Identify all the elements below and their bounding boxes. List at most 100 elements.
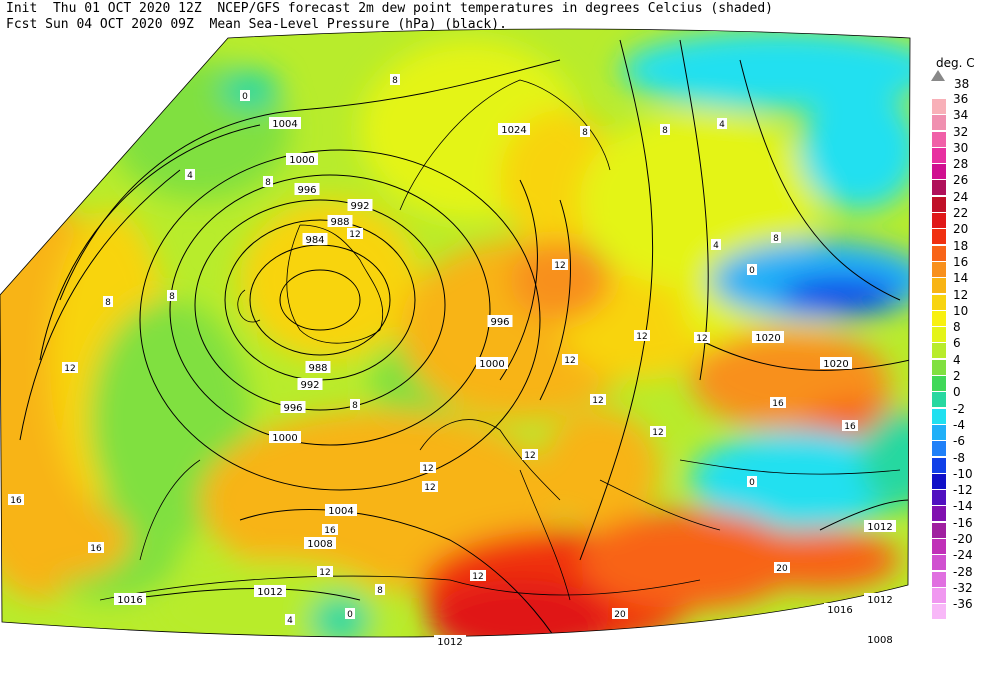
svg-text:996: 996 <box>283 403 302 414</box>
svg-text:0: 0 <box>347 610 353 620</box>
svg-text:1016: 1016 <box>827 605 852 616</box>
dewpoint-label: 16 <box>322 524 338 536</box>
legend-unit: deg. C <box>936 56 975 70</box>
svg-text:12: 12 <box>319 568 330 578</box>
dewpoint-label: 12 <box>590 394 606 406</box>
isobar-label: 1024 <box>498 123 530 136</box>
legend-item: -10 <box>930 467 1000 489</box>
svg-text:996: 996 <box>490 317 509 328</box>
legend-item: -8 <box>930 451 1000 473</box>
dewpoint-label: 12 <box>317 566 333 578</box>
svg-text:1004: 1004 <box>272 119 297 130</box>
legend-swatch <box>932 506 946 522</box>
svg-text:16: 16 <box>324 526 336 536</box>
svg-text:8: 8 <box>169 292 175 302</box>
dewpoint-label: 8 <box>390 74 400 86</box>
legend-label: -4 <box>953 417 965 432</box>
legend-label: -36 <box>953 597 973 612</box>
legend-item: 14 <box>930 271 1000 294</box>
isobar-label: 1012 <box>434 635 466 648</box>
dewpoint-label: 8 <box>771 232 781 244</box>
svg-text:988: 988 <box>330 217 349 228</box>
legend-overflow-arrow-icon <box>931 70 945 81</box>
svg-text:1020: 1020 <box>755 333 780 344</box>
dewpoint-label: 0 <box>747 264 757 276</box>
legend-swatch <box>932 490 946 506</box>
isobar-label: 992 <box>347 199 373 212</box>
legend-item: 26 <box>930 173 1000 196</box>
svg-text:1012: 1012 <box>257 587 282 598</box>
legend-item: -16 <box>930 516 1000 538</box>
legend-swatch <box>932 587 946 603</box>
legend-label: 28 <box>953 157 969 172</box>
legend-swatch <box>932 278 946 294</box>
legend-item: -28 <box>930 565 1000 587</box>
isobar-label: 1008 <box>864 633 896 646</box>
isobars <box>19 39 910 638</box>
isobar-label: 1020 <box>752 331 784 344</box>
legend-label: -6 <box>953 434 965 449</box>
legend-label: -24 <box>953 548 973 563</box>
isobar-label: 996 <box>487 315 513 328</box>
legend-swatch <box>932 99 946 114</box>
isobar-label: 1000 <box>476 357 508 370</box>
svg-text:8: 8 <box>265 178 271 188</box>
legend-swatch <box>932 115 946 131</box>
svg-text:12: 12 <box>349 230 360 240</box>
svg-text:8: 8 <box>392 76 398 86</box>
legend-swatch <box>932 392 946 408</box>
legend-swatch <box>932 196 946 212</box>
isobar-label: 1020 <box>820 357 852 370</box>
svg-text:4: 4 <box>713 241 719 251</box>
legend-label: 16 <box>953 254 969 269</box>
legend-label: 30 <box>953 140 969 155</box>
svg-text:12: 12 <box>424 483 435 493</box>
isobar-label: 1012 <box>864 593 896 606</box>
isobar-label: 1000 <box>286 153 318 166</box>
svg-text:1012: 1012 <box>867 595 892 606</box>
dewpoint-label: 12 <box>422 481 438 493</box>
legend-item: -20 <box>930 532 1000 555</box>
svg-text:0: 0 <box>242 92 248 102</box>
legend-label: 36 <box>953 92 969 106</box>
legend-label: -14 <box>953 499 973 514</box>
svg-text:1004: 1004 <box>328 506 353 517</box>
legend-label: 32 <box>953 124 969 139</box>
legend-item: 34 <box>930 108 1000 131</box>
dewpoint-label: 12 <box>552 259 568 271</box>
legend-swatch <box>932 131 946 147</box>
legend-item: 22 <box>930 206 1000 229</box>
legend-label: 12 <box>953 287 969 302</box>
dewpoint-field <box>0 29 910 638</box>
svg-text:16: 16 <box>772 399 784 409</box>
dewpoint-label: 8 <box>350 399 360 411</box>
legend-swatch <box>932 229 946 245</box>
isobar-label: 1016 <box>824 603 856 616</box>
svg-text:12: 12 <box>524 451 535 461</box>
legend-item: -12 <box>930 483 1000 506</box>
dewpoint-label: 0 <box>345 608 355 620</box>
dewpoint-label: 0 <box>747 476 757 488</box>
svg-text:8: 8 <box>352 401 358 411</box>
legend-swatch <box>932 441 946 457</box>
svg-text:1024: 1024 <box>501 125 526 136</box>
svg-text:0: 0 <box>749 266 755 276</box>
dewpoint-label: 0 <box>240 90 250 102</box>
legend-label: -12 <box>953 483 973 498</box>
isobar-labels: 1004100099699298898498899299610001004100… <box>114 117 896 648</box>
svg-text:1020: 1020 <box>823 359 848 370</box>
dewpoint-label: 12 <box>420 462 436 474</box>
isobar-label: 1000 <box>269 431 301 444</box>
legend-label: 4 <box>953 352 961 367</box>
svg-text:8: 8 <box>773 234 779 244</box>
legend-swatch <box>932 359 946 375</box>
legend-item: 24 <box>930 190 1000 212</box>
dewpoint-label: 8 <box>375 584 385 596</box>
dewpoint-label: 12 <box>62 362 78 374</box>
svg-text:1016: 1016 <box>117 595 142 606</box>
legend-label: 2 <box>953 369 961 384</box>
svg-text:4: 4 <box>187 171 193 181</box>
svg-text:1012: 1012 <box>437 637 462 648</box>
dewpoint-label: 12 <box>694 332 710 344</box>
legend-item: -24 <box>930 548 1000 571</box>
